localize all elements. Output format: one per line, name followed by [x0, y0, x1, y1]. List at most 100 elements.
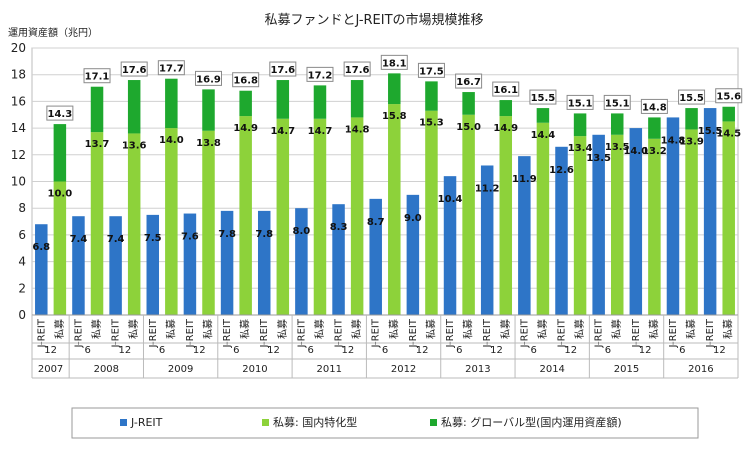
total-label-box	[306, 66, 334, 82]
x-label-jreit: J-REIT	[296, 318, 307, 348]
x-month-label: 6	[307, 345, 313, 356]
x-label-jreit: J-REIT	[557, 318, 568, 348]
x-label-private: 私募	[350, 319, 363, 339]
x-month-label: 6	[233, 345, 239, 356]
bar-private-global	[610, 113, 624, 135]
total-label: 17.6	[345, 65, 370, 76]
data-label-private-domestic: 13.4	[568, 143, 593, 154]
data-label-jreit: 11.2	[475, 183, 500, 194]
bar-private-domestic	[499, 116, 513, 316]
data-label-jreit: 13.5	[586, 153, 611, 164]
total-label-box	[678, 89, 706, 105]
bar-private-global	[462, 92, 475, 115]
x-label-private: 私募	[387, 319, 400, 339]
x-label-private: 私募	[685, 319, 698, 339]
x-month-label: 12	[44, 345, 57, 356]
bar-private-global	[202, 89, 215, 131]
x-label-private: 私募	[573, 319, 586, 339]
x-month-label: 12	[267, 345, 280, 356]
x-month-label: 6	[159, 345, 165, 356]
data-label-private-domestic: 15.3	[419, 118, 444, 129]
total-label: 17.1	[85, 72, 110, 83]
x-label-private: 私募	[424, 319, 437, 339]
x-month-label: 12	[564, 345, 577, 356]
total-label-box	[232, 72, 260, 88]
bar-jreit	[257, 210, 271, 315]
data-label-private-domestic: 14.7	[270, 126, 295, 137]
bar-jreit	[480, 165, 494, 315]
data-label-jreit: 8.7	[367, 217, 385, 228]
x-month-label: 12	[713, 345, 726, 356]
data-label-jreit: 10.4	[438, 194, 463, 205]
legend-entry: J-REIT	[130, 416, 163, 429]
bar-private-global	[53, 124, 67, 182]
total-label-box	[380, 54, 408, 70]
total-label-box	[157, 60, 185, 76]
x-label-private: 私募	[462, 319, 475, 339]
x-label-private: 私募	[647, 319, 660, 339]
bar-private-domestic	[648, 138, 661, 315]
bar-private-global	[648, 117, 661, 139]
bar-private-domestic	[388, 104, 401, 315]
x-month-label: 12	[119, 345, 132, 356]
x-month-label: 12	[341, 345, 354, 356]
total-label: 16.7	[456, 77, 481, 88]
data-label-private-domestic: 13.5	[605, 142, 630, 153]
data-label-jreit: 7.4	[107, 234, 125, 245]
bar-jreit	[406, 194, 420, 315]
bar-private-global	[239, 90, 252, 117]
x-month-label: 6	[85, 345, 91, 356]
x-label-private: 私募	[610, 319, 623, 339]
legend-swatch	[430, 419, 437, 426]
x-label-jreit: J-REIT	[334, 318, 345, 348]
bar-private-global	[388, 73, 401, 105]
bar-private-domestic	[313, 118, 327, 315]
legend-box	[71, 407, 699, 439]
total-label: 14.3	[48, 109, 73, 120]
data-label-private-domestic: 13.2	[642, 146, 667, 157]
x-label-jreit: J-REIT	[185, 318, 196, 348]
y-axis-label: 運用資産額（兆円）	[8, 26, 98, 39]
data-label-jreit: 8.0	[293, 226, 311, 237]
data-label-jreit: 7.4	[70, 234, 88, 245]
total-label-box	[455, 73, 483, 89]
total-label: 16.1	[493, 85, 518, 96]
bar-private-global	[313, 85, 327, 119]
total-label-box	[492, 81, 520, 97]
x-month-label: 12	[193, 345, 206, 356]
x-month-label: 12	[490, 345, 503, 356]
x-label-private: 私募	[164, 319, 177, 339]
total-label-box	[715, 88, 743, 104]
x-label-jreit: J-REIT	[148, 318, 159, 348]
bar-private-domestic	[276, 118, 290, 315]
data-label-private-domestic: 14.9	[493, 123, 518, 134]
chart-title: 私募ファンドとJ-REITの市場規模推移	[264, 12, 483, 28]
bar-private-global	[722, 106, 735, 122]
bar-jreit	[72, 216, 85, 315]
x-label-jreit: J-REIT	[259, 318, 270, 348]
bar-private-domestic	[610, 134, 624, 315]
x-label-jreit: J-REIT	[371, 318, 382, 348]
data-label-private-domestic: 13.6	[122, 140, 147, 151]
x-label-private: 私募	[127, 319, 140, 339]
bar-private-global	[350, 80, 364, 118]
bar-private-global	[573, 113, 587, 137]
x-month-label: 6	[679, 345, 685, 356]
bar-private-domestic	[722, 121, 735, 315]
y-tick-label: 4	[18, 255, 26, 269]
y-tick-label: 10	[11, 175, 26, 189]
data-label-jreit: 9.0	[404, 213, 422, 224]
legend-entry: 私募: 国内特化型	[273, 415, 357, 429]
data-label-private-domestic: 14.4	[531, 130, 556, 141]
data-label-private-domestic: 15.0	[456, 122, 481, 133]
y-tick-label: 18	[11, 68, 26, 82]
x-label-jreit: J-REIT	[519, 318, 530, 348]
x-year-label: 2012	[391, 364, 416, 375]
bars: 6.8 10.0 14.3 7.4 13.7 17.1 7.4 13.6 17.6 7.5 14.0…	[32, 54, 743, 316]
bar-jreit	[295, 208, 308, 315]
data-label-private-domestic: 14.5	[716, 128, 741, 139]
y-tick-label: 16	[11, 94, 26, 108]
total-label: 17.6	[122, 65, 147, 76]
x-label-jreit: J-REIT	[594, 318, 605, 348]
bar-private-global	[499, 100, 513, 117]
